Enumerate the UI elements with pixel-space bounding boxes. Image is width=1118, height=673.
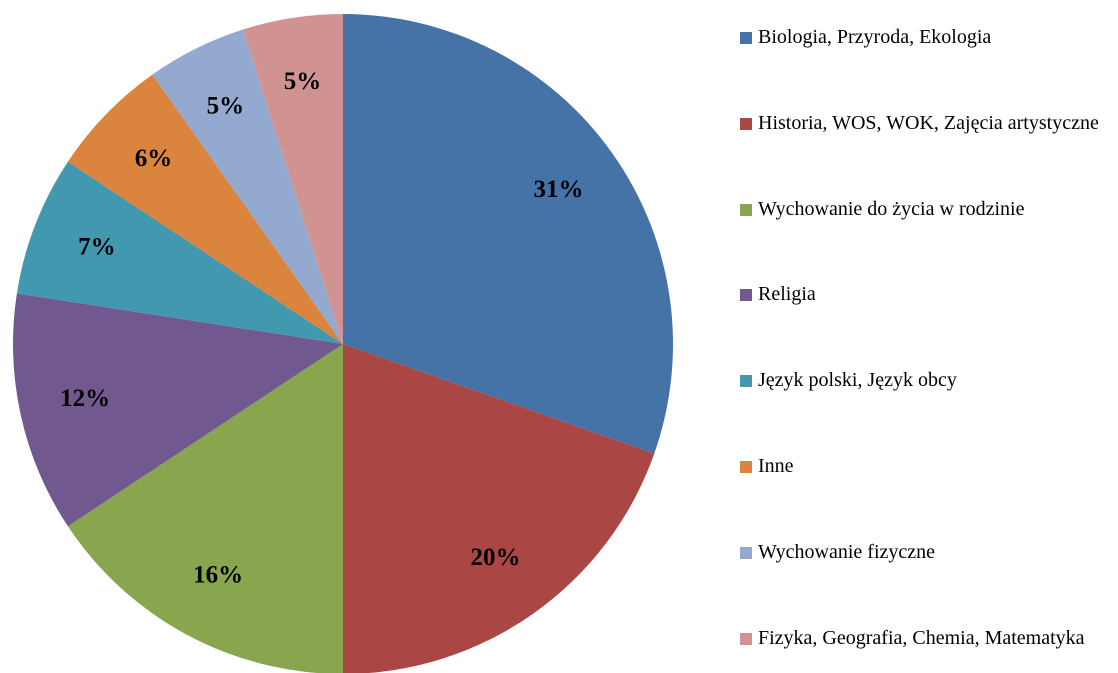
legend-swatch	[740, 203, 752, 216]
chart: 31% 20% 16% 12% 7% 6% 5% 5%	[12, 14, 673, 673]
legend-label: Fizyka, Geografia, Chemia, Matematyka	[758, 626, 1085, 649]
pie-slice	[67, 344, 343, 673]
legend-swatch	[740, 32, 752, 44]
legend-label: Biologia, Przyroda, Ekologia	[758, 26, 992, 48]
legend-item: Wychowanie fizyczne	[740, 536, 1118, 569]
value-label: 7%	[78, 233, 116, 260]
legend-label: Język polski, Język obcy	[758, 369, 957, 392]
legend-label: Inne	[758, 455, 794, 477]
value-label: 5%	[207, 92, 245, 119]
legend-label: Religia	[758, 283, 816, 306]
legend-item: Wychowanie do życia w rodzinie	[740, 193, 1118, 226]
value-label: 12%	[60, 385, 110, 412]
value-label: 20%	[471, 544, 521, 571]
value-label: 5%	[284, 68, 322, 95]
value-label: 6%	[135, 145, 173, 172]
legend-label: Historia, WOS, WOK, Zajęcia artystyczne	[758, 111, 1099, 134]
legend-item: Fizyka, Geografia, Chemia, Matematyka	[740, 622, 1118, 655]
pie-slice	[12, 293, 343, 527]
legend-swatch	[740, 546, 752, 559]
legend-label: Wychowanie do życia w rodzinie	[758, 197, 1025, 220]
legend-swatch	[740, 375, 752, 388]
legend-label: Wychowanie fizyczne	[758, 540, 936, 563]
pie-slice	[343, 14, 673, 454]
legend-swatch	[740, 461, 752, 473]
legend-swatch	[740, 632, 752, 645]
value-label: 31%	[533, 176, 583, 203]
legend-item: Biologia, Przyroda, Ekologia	[740, 21, 1118, 54]
legend-item: Religia	[740, 278, 1118, 311]
pie-slice	[16, 161, 343, 344]
pie-slice	[343, 344, 655, 673]
legend-item: Język polski, Język obcy	[740, 364, 1118, 397]
pie-slice	[152, 29, 343, 344]
value-label: 16%	[193, 561, 243, 588]
legend-swatch	[740, 289, 752, 302]
pie-slice	[242, 14, 343, 344]
legend-swatch	[740, 117, 752, 130]
legend-item: Historia, WOS, WOK, Zajęcia artystyczne	[740, 107, 1118, 140]
pie-slice	[67, 74, 344, 344]
legend-item: Inne	[740, 450, 1118, 483]
